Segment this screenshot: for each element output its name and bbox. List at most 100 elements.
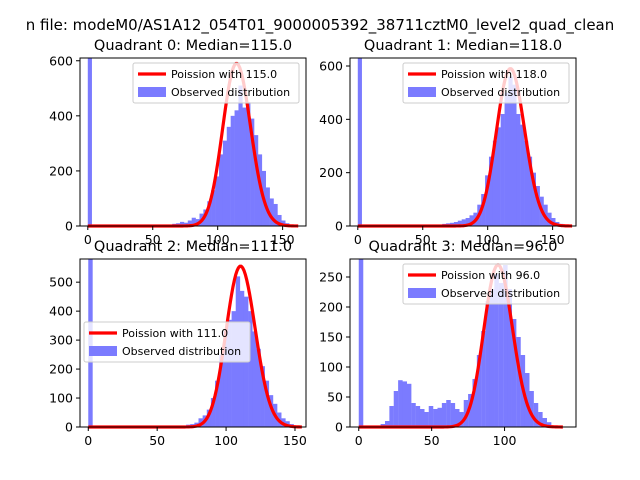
- histogram-bar: [481, 331, 486, 427]
- x-tick-label: 150: [541, 232, 565, 247]
- x-tick-label: 100: [493, 433, 517, 448]
- histogram-bar: [358, 259, 364, 427]
- quadrant-1-title: Quadrant 1: Median=118.0: [364, 38, 562, 54]
- legend-label-observed: Observed distribution: [441, 86, 560, 99]
- histogram-bar: [223, 331, 228, 427]
- histogram-bar: [520, 124, 525, 226]
- y-tick-label: 50: [327, 390, 343, 405]
- histogram-bar: [516, 337, 521, 427]
- y-tick-label: 200: [49, 362, 73, 377]
- histogram-bar: [472, 379, 477, 427]
- histogram-bar: [246, 102, 251, 226]
- histogram-bar: [219, 354, 224, 427]
- histogram-bar: [393, 391, 399, 427]
- histogram-bar: [527, 156, 533, 226]
- legend: Poission with 111.0 Observed distribution: [83, 321, 251, 363]
- histogram-bar: [187, 220, 192, 226]
- histogram-bar: [538, 412, 543, 427]
- histogram-bar: [206, 409, 212, 427]
- histogram-bar: [389, 406, 394, 427]
- histogram-bar: [260, 366, 265, 427]
- quadrant-0-panel: Quadrant 0: Median=115.0 0 50 100 150 0 200 40…: [49, 38, 307, 247]
- histogram-bar: [441, 403, 447, 427]
- y-tick-label: 150: [319, 330, 343, 345]
- legend-bar-swatch: [408, 288, 436, 298]
- histogram-bar: [269, 198, 274, 226]
- histogram-bar: [547, 212, 552, 226]
- x-tick-label: 150: [283, 433, 307, 448]
- histogram-bar: [546, 422, 552, 427]
- axes-frame: [79, 258, 307, 428]
- histogram-bar: [503, 265, 508, 427]
- histogram-bar: [230, 115, 235, 226]
- histogram-bar: [512, 84, 517, 226]
- histogram-bar: [507, 289, 512, 427]
- histogram-bar: [215, 176, 220, 226]
- histogram-bar: [461, 219, 466, 226]
- x-tick-label: 100: [206, 232, 230, 247]
- histogram-bar: [234, 110, 239, 226]
- legend: Poission with 115.0 Observed distribution: [132, 62, 300, 104]
- legend-box: [83, 321, 251, 363]
- histogram-bar: [238, 85, 243, 226]
- x-tick-label: 50: [149, 433, 165, 448]
- x-tick-label: 50: [145, 232, 161, 247]
- histogram-bar: [531, 172, 536, 226]
- x-tick-label: 0: [355, 433, 363, 448]
- quadrant-0-title: Quadrant 0: Median=115.0: [94, 38, 292, 54]
- histogram-bar: [453, 222, 459, 226]
- histogram-bar: [211, 190, 216, 226]
- histogram-bar: [218, 154, 224, 226]
- histogram-bar: [516, 114, 521, 226]
- x-tick-label: 100: [476, 232, 500, 247]
- histogram-bar: [485, 175, 490, 226]
- histogram-bar: [402, 381, 408, 427]
- histogram-bar: [469, 215, 474, 226]
- histogram-bar: [191, 217, 196, 226]
- x-tick-label: 150: [271, 232, 295, 247]
- histogram-bar: [437, 407, 442, 427]
- histogram-bar: [415, 406, 421, 427]
- legend-label-observed: Observed distribution: [441, 287, 560, 300]
- histogram-bar: [215, 380, 220, 427]
- x-tick-label: 0: [354, 232, 362, 247]
- histogram-bar: [476, 355, 482, 427]
- x-tick-label: 0: [84, 232, 92, 247]
- histogram-bar: [248, 311, 253, 427]
- histogram-bar: [264, 380, 270, 427]
- legend-label-poisson: Poission with 96.0: [441, 269, 540, 282]
- y-tick-label: 200: [49, 163, 73, 178]
- y-tick-label: 400: [49, 108, 73, 123]
- legend-bar-swatch: [408, 87, 436, 97]
- histogram-bar: [485, 301, 491, 427]
- quadrant-2-title: Quadrant 2: Median=111.0: [94, 239, 292, 255]
- x-tick-label: 50: [424, 433, 440, 448]
- legend: Poission with 96.0 Observed distribution: [402, 263, 570, 305]
- histogram-bar: [498, 283, 504, 427]
- histogram-bar: [511, 319, 517, 427]
- histogram-bar: [551, 218, 556, 226]
- histogram-bar: [273, 203, 278, 226]
- histogram-bar: [459, 412, 464, 427]
- histogram-bar: [207, 201, 212, 226]
- axes-frame: [79, 57, 307, 227]
- quadrant-3-panel: Quadrant 3: Median=96.0 0 50 100 0 50 100 150 2…: [319, 239, 577, 448]
- x-tick-label: 50: [415, 232, 431, 247]
- legend-label-observed: Observed distribution: [171, 86, 290, 99]
- histogram-bar: [277, 214, 282, 226]
- legend-box: [402, 263, 570, 305]
- legend-label-poisson: Poission with 118.0: [441, 68, 547, 81]
- quadrant-2-panel: Quadrant 2: Median=111.0 0 50 100 150 0 100 20…: [49, 239, 307, 448]
- x-tick-label: 0: [84, 433, 92, 448]
- legend-label-poisson: Poission with 111.0: [122, 327, 228, 340]
- histogram-bar: [210, 398, 216, 427]
- histogram-bar: [222, 140, 228, 226]
- histogram-bar: [457, 220, 462, 226]
- y-tick-label: 400: [49, 304, 73, 319]
- histogram-bar: [231, 311, 236, 427]
- y-tick-label: 200: [319, 300, 343, 315]
- legend-box: [402, 62, 570, 104]
- histogram-bar: [446, 400, 451, 427]
- quadrant-1-panel: Quadrant 1: Median=118.0 0 50 100 150 0 200 40…: [319, 38, 577, 247]
